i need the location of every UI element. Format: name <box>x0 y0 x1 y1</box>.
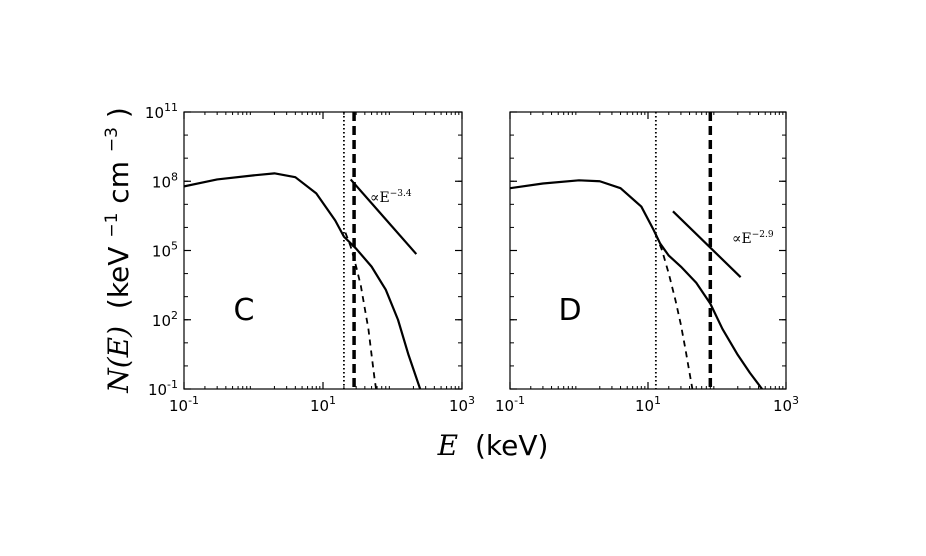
y-axis-label: N(E) (keV −1 cm −3 ) <box>91 107 135 394</box>
y-tick-label: 10-1 <box>148 378 178 399</box>
axes-frame <box>509 111 787 390</box>
dashed-spectrum-line <box>344 232 377 389</box>
x-axis-label: E (keV) <box>437 429 549 462</box>
panel-label: C <box>234 293 255 328</box>
x-tick-label: 101 <box>310 394 336 415</box>
power-law-line <box>672 210 742 278</box>
dashed-spectrum-line <box>655 234 694 389</box>
y-axis-label-exp-a: −1 <box>102 213 122 238</box>
spectrum-line <box>510 179 763 389</box>
panel-c: 10-1 101 103 10-1 102 105 108 1011 C ∝E−3.4 <box>145 101 475 415</box>
y-tick-label: 1011 <box>145 101 178 122</box>
power-law-annotation: ∝E−2.9 <box>732 230 774 247</box>
y-axis-label-unit-b: cm <box>102 161 135 204</box>
axes-frame <box>183 111 463 390</box>
x-axis-label-unit: (keV) <box>475 429 548 462</box>
power-law-annotation: ∝E−3.4 <box>370 189 412 206</box>
y-axis-label-close: ) <box>102 107 135 118</box>
spectrum-line <box>184 172 422 389</box>
x-tick-label: 10-1 <box>169 394 199 415</box>
y-tick-label: 108 <box>152 170 178 191</box>
y-tick-label: 102 <box>152 309 178 330</box>
y-tick-label: 105 <box>152 240 178 261</box>
power-law-line <box>349 178 418 255</box>
y-axis-label-unit-a: (keV <box>102 247 135 310</box>
y-axis-label-symbol: N(E) <box>102 326 135 394</box>
x-tick-label: 103 <box>449 394 475 415</box>
x-tick-label: 101 <box>635 394 661 415</box>
x-tick-label: 10-1 <box>495 394 525 415</box>
x-tick-label: 103 <box>773 394 799 415</box>
panel-label: D <box>558 293 581 328</box>
panel-d: 10-1 101 103 D ∝E−2.9 <box>495 111 799 415</box>
y-axis-label-exp-b: −3 <box>102 127 122 152</box>
x-axis-label-symbol: E <box>437 429 458 462</box>
